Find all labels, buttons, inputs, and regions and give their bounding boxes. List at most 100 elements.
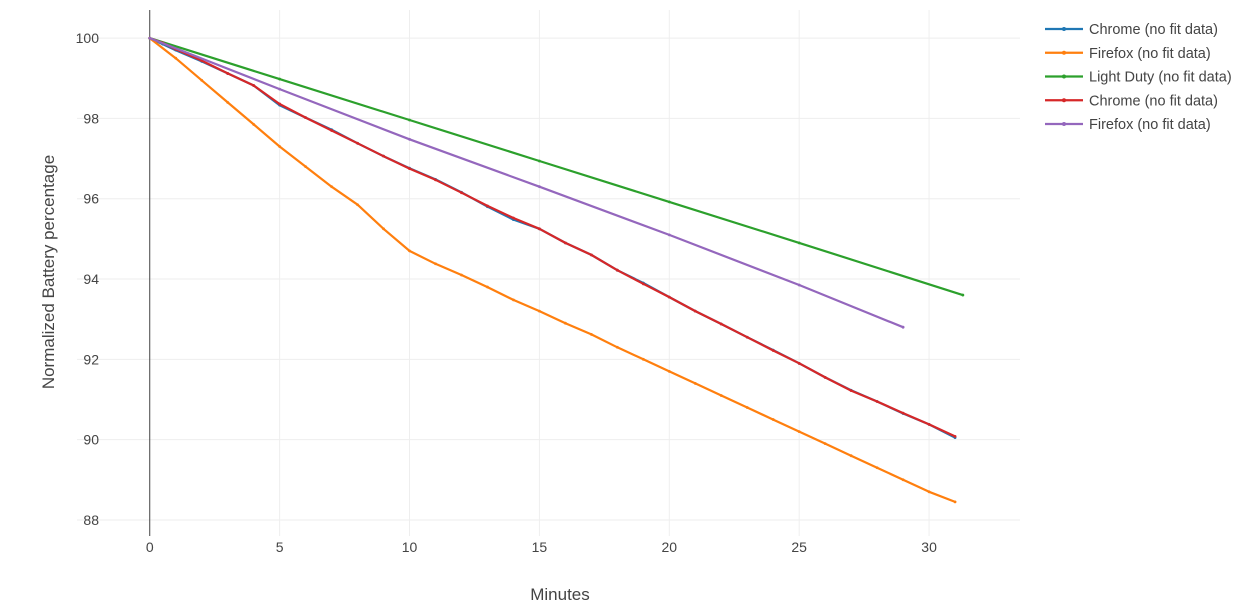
data-point [745, 406, 749, 409]
series-line-3[interactable] [148, 36, 957, 438]
data-point [382, 227, 385, 231]
data-point [538, 185, 541, 189]
data-point [823, 442, 827, 446]
data-point [408, 137, 411, 141]
data-point [953, 500, 957, 504]
legend-marker [1062, 98, 1066, 103]
data-point [667, 233, 671, 237]
legend-marker [1062, 74, 1066, 79]
y-tick-label: 94 [83, 271, 99, 287]
data-point [278, 87, 282, 91]
data-point [278, 102, 282, 106]
data-point [719, 322, 723, 326]
data-point [875, 466, 879, 470]
legend[interactable]: Chrome (no fit data) Firefox (no fit data… [1045, 22, 1232, 133]
data-point [174, 56, 178, 60]
data-point [927, 490, 931, 494]
grid-layer [77, 10, 1020, 536]
data-point [901, 478, 905, 482]
data-point [408, 118, 411, 122]
legend-item[interactable]: Chrome (no fit data) [1045, 22, 1218, 38]
x-axis-title: Minutes [530, 585, 590, 604]
data-point [226, 72, 230, 75]
data-point [538, 309, 541, 313]
data-point [382, 154, 385, 158]
data-point [486, 204, 489, 208]
data-point [745, 335, 749, 339]
axis-layer: 0 5 10 15 20 25 30 88 90 92 94 96 98 100 [76, 10, 937, 555]
data-point [641, 282, 645, 286]
y-tick-label: 96 [83, 191, 99, 207]
legend-label: Firefox (no fit data) [1089, 117, 1211, 133]
data-point [875, 400, 879, 403]
legend-marker [1062, 122, 1066, 126]
data-point [823, 375, 827, 379]
legend-label: Firefox (no fit data) [1089, 46, 1211, 62]
data-point [460, 273, 463, 277]
data-point [797, 283, 801, 287]
data-point [563, 321, 567, 325]
data-point [849, 389, 853, 393]
data-point [589, 253, 593, 257]
data-point [615, 268, 619, 272]
data-point [563, 241, 567, 245]
legend-label: Light Duty (no fit data) [1089, 70, 1232, 86]
data-point [538, 159, 541, 163]
x-tick-label: 25 [791, 539, 807, 555]
data-point [849, 454, 853, 458]
data-point [252, 123, 256, 126]
data-point [356, 141, 359, 145]
series-line-4[interactable] [148, 36, 905, 329]
data-point [252, 84, 256, 87]
data-point [434, 262, 437, 266]
data-point [693, 309, 697, 313]
legend-item[interactable]: Firefox (no fit data) [1045, 46, 1211, 62]
legend-label: Chrome (no fit data) [1089, 22, 1218, 38]
data-point [486, 285, 489, 289]
data-point [460, 191, 463, 195]
data-point [434, 178, 437, 182]
data-point [330, 129, 333, 132]
data-point [304, 116, 308, 120]
data-point [615, 345, 619, 349]
data-point [200, 78, 204, 82]
data-point [330, 185, 333, 189]
data-point [278, 77, 282, 81]
data-point [356, 203, 359, 207]
data-point [226, 100, 230, 104]
legend-marker [1062, 50, 1066, 55]
data-point [408, 167, 411, 171]
data-point [304, 165, 308, 168]
series-line-2[interactable] [148, 36, 964, 297]
x-tick-label: 10 [402, 539, 418, 555]
x-tick-label: 0 [146, 539, 154, 555]
data-point [771, 349, 775, 352]
x-tick-label: 15 [532, 539, 548, 555]
legend-item[interactable]: Chrome (no fit data) [1045, 93, 1218, 109]
data-point [797, 430, 801, 434]
data-point [408, 249, 411, 253]
data-point [278, 145, 282, 148]
data-point [512, 216, 515, 220]
data-point [901, 411, 905, 415]
data-point [667, 295, 671, 299]
data-point [719, 394, 723, 397]
data-point [797, 241, 801, 245]
legend-label: Chrome (no fit data) [1089, 93, 1218, 109]
data-point [771, 418, 775, 421]
legend-item[interactable]: Light Duty (no fit data) [1045, 70, 1232, 86]
legend-item[interactable]: Firefox (no fit data) [1045, 117, 1211, 133]
x-tick-label: 30 [921, 539, 937, 555]
x-tick-label: 20 [662, 539, 678, 555]
x-tick-label: 5 [276, 539, 284, 555]
legend-marker [1062, 27, 1066, 31]
data-point [693, 382, 697, 385]
data-point [953, 435, 957, 438]
y-axis-title: Normalized Battery percentage [39, 155, 58, 389]
series-line-1[interactable] [148, 36, 957, 503]
data-point [961, 293, 965, 297]
data-point [927, 422, 931, 426]
data-point [901, 325, 905, 329]
